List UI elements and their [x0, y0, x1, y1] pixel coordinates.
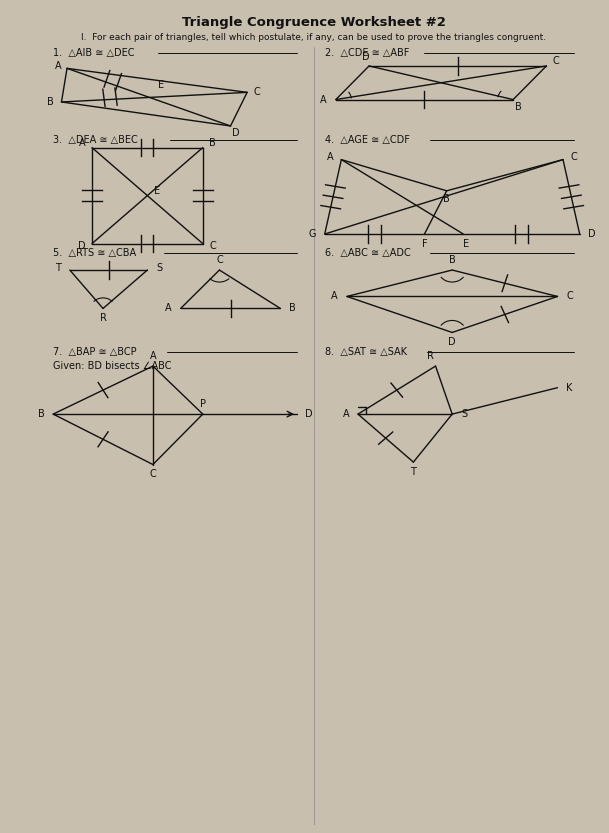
Text: D: D [232, 128, 240, 138]
Text: S: S [157, 262, 163, 272]
Text: E: E [154, 186, 160, 196]
Text: 6.  △ABC ≅ △ADC: 6. △ABC ≅ △ADC [325, 248, 410, 258]
Text: C: C [553, 56, 560, 66]
Text: Given: BD bisects ∠ABC: Given: BD bisects ∠ABC [53, 361, 172, 371]
Text: A: A [79, 137, 85, 147]
Text: T: T [55, 262, 60, 272]
Text: G: G [309, 229, 316, 239]
Text: A: A [165, 303, 172, 313]
Text: 4.  △AGE ≅ △CDF: 4. △AGE ≅ △CDF [325, 136, 410, 146]
Text: B: B [47, 97, 54, 107]
Text: T: T [410, 466, 417, 476]
Text: I.  For each pair of triangles, tell which postulate, if any, can be used to pro: I. For each pair of triangles, tell whic… [81, 32, 546, 42]
Text: R: R [100, 313, 107, 323]
Text: C: C [209, 241, 216, 251]
Text: B: B [209, 137, 216, 147]
Text: D: D [588, 229, 596, 239]
Text: C: C [571, 152, 577, 162]
Text: B: B [38, 409, 44, 419]
Text: 2.  △CDE ≅ △ABF: 2. △CDE ≅ △ABF [325, 47, 409, 57]
Text: A: A [55, 61, 62, 71]
Text: E: E [463, 238, 469, 248]
Text: 8.  △SAT ≅ △SAK: 8. △SAT ≅ △SAK [325, 347, 407, 357]
Text: P: P [200, 400, 206, 410]
Text: A: A [327, 152, 334, 162]
Text: 1.  △AIB ≅ △DEC: 1. △AIB ≅ △DEC [53, 47, 135, 57]
Text: A: A [331, 292, 338, 302]
Text: C: C [566, 292, 573, 302]
Text: C: C [254, 87, 261, 97]
Text: B: B [449, 256, 456, 266]
Text: 7.  △BAP ≅ △BCP: 7. △BAP ≅ △BCP [53, 347, 137, 357]
Text: S: S [461, 409, 468, 419]
Text: D: D [448, 337, 456, 347]
Text: A: A [320, 95, 327, 105]
Text: D: D [78, 241, 86, 251]
Text: Triangle Congruence Worksheet #2: Triangle Congruence Worksheet #2 [181, 16, 446, 29]
Text: B: B [515, 102, 522, 112]
Text: B: B [443, 194, 450, 204]
Text: C: C [216, 256, 223, 266]
Text: D: D [305, 409, 313, 419]
Text: F: F [421, 238, 428, 248]
Text: A: A [342, 409, 349, 419]
Text: B: B [289, 303, 296, 313]
Text: D: D [362, 52, 370, 62]
Text: 3.  △DEA ≅ △BEC: 3. △DEA ≅ △BEC [53, 136, 138, 146]
Text: E: E [158, 80, 164, 90]
Text: R: R [426, 352, 434, 362]
Text: 5.  △RTS ≅ △CBA: 5. △RTS ≅ △CBA [53, 248, 136, 258]
Text: K: K [566, 382, 573, 392]
Text: A: A [150, 352, 157, 362]
Text: C: C [150, 469, 157, 479]
